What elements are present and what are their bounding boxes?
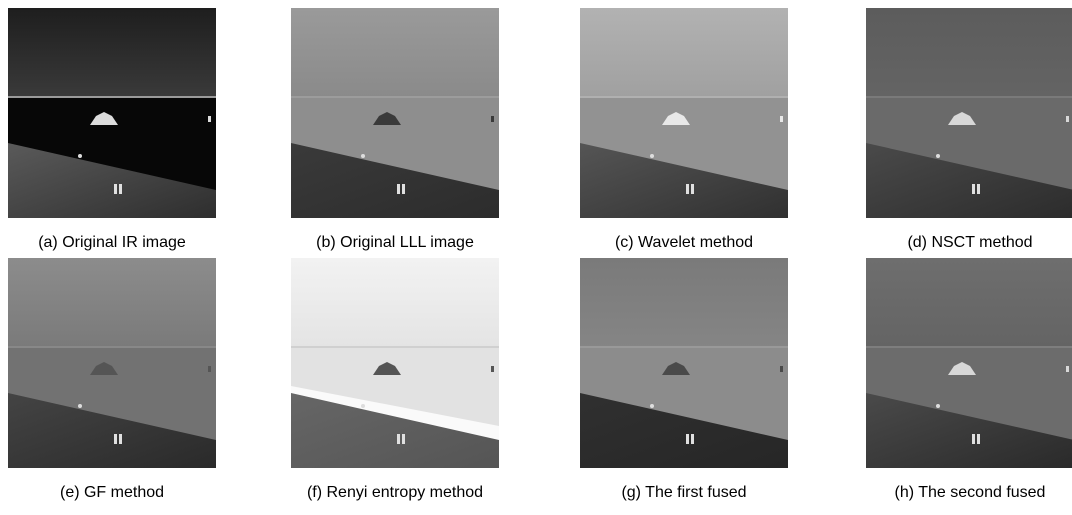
buoy <box>491 366 494 372</box>
sky <box>866 258 1072 348</box>
buoy <box>780 116 783 122</box>
buoy <box>208 116 211 122</box>
figure: (a) Original IR image (b) Original LLL im… <box>0 0 1072 510</box>
image-panel <box>580 8 788 218</box>
caption: (d) NSCT method <box>907 234 1032 251</box>
sky <box>291 8 499 98</box>
image-panel <box>580 258 788 468</box>
buoy <box>1066 366 1069 372</box>
sky <box>8 258 216 348</box>
caption: (c) Wavelet method <box>615 234 753 251</box>
image-panel <box>8 258 216 468</box>
post <box>936 154 940 158</box>
sky <box>580 258 788 348</box>
person <box>114 184 117 194</box>
sky <box>580 8 788 98</box>
person <box>397 434 400 444</box>
sky <box>8 8 216 98</box>
image-panel <box>866 8 1072 218</box>
person <box>402 184 405 194</box>
post <box>650 404 654 408</box>
post <box>78 404 82 408</box>
caption: (a) Original IR image <box>38 234 186 251</box>
post <box>650 154 654 158</box>
person <box>402 434 405 444</box>
caption: (e) GF method <box>60 484 164 501</box>
image-panel <box>291 258 499 468</box>
post <box>361 404 365 408</box>
caption: (b) Original LLL image <box>316 234 474 251</box>
post <box>936 404 940 408</box>
sky <box>866 8 1072 98</box>
buoy <box>208 366 211 372</box>
person <box>972 434 975 444</box>
post <box>361 154 365 158</box>
person <box>119 434 122 444</box>
person <box>686 434 689 444</box>
caption: (g) The first fused <box>621 484 746 501</box>
post <box>78 154 82 158</box>
person <box>114 434 117 444</box>
person <box>119 184 122 194</box>
person <box>686 184 689 194</box>
person <box>977 434 980 444</box>
person <box>691 434 694 444</box>
person <box>397 184 400 194</box>
image-panel <box>866 258 1072 468</box>
buoy <box>780 366 783 372</box>
sky <box>291 258 499 348</box>
person <box>691 184 694 194</box>
caption: (h) The second fused <box>895 484 1046 501</box>
person <box>977 184 980 194</box>
buoy <box>491 116 494 122</box>
image-panel <box>8 8 216 218</box>
person <box>972 184 975 194</box>
buoy <box>1066 116 1069 122</box>
caption: (f) Renyi entropy method <box>307 484 483 501</box>
image-panel <box>291 8 499 218</box>
